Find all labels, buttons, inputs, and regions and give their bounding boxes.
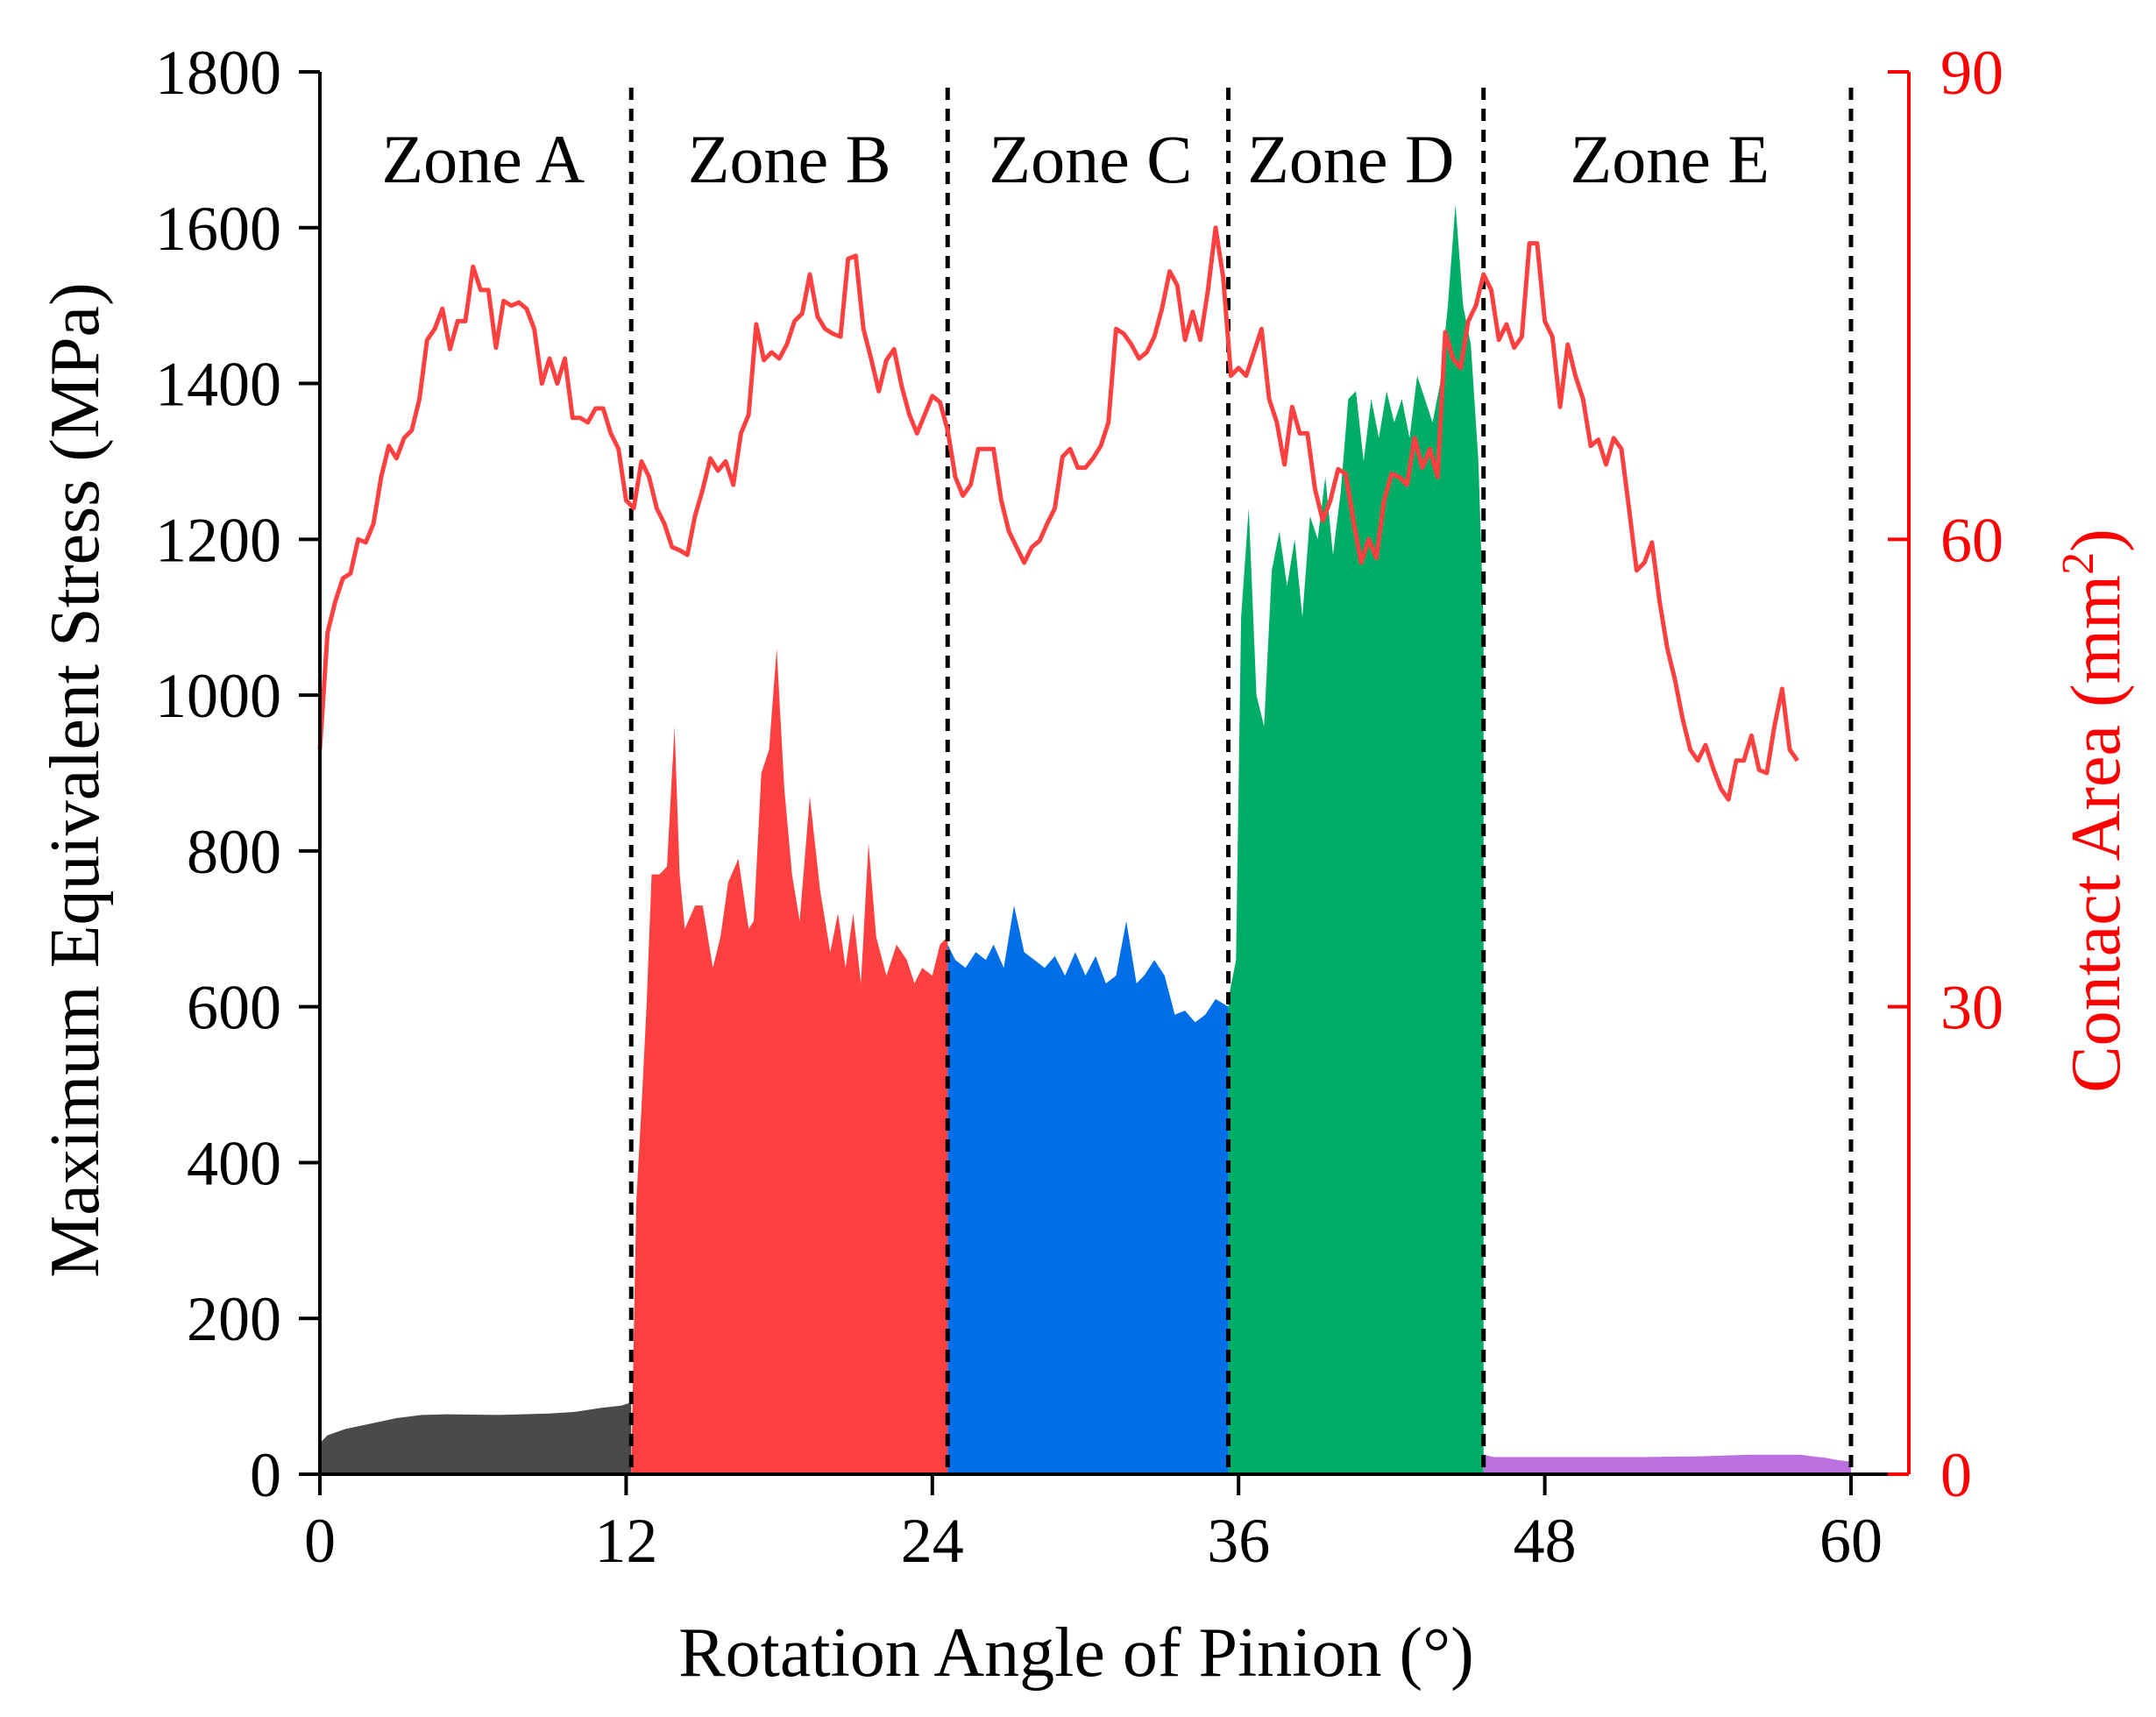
y2-axis-title-close: ) [2058, 529, 2135, 552]
y-tick-label: 600 [187, 973, 281, 1043]
x-tick-label: 0 [304, 1506, 336, 1576]
y-tick-label: 0 [250, 1440, 281, 1510]
x-axis-title: Rotation Angle of Pinion (°) [678, 1614, 1474, 1692]
x-tick-label: 48 [1514, 1506, 1577, 1576]
y-tick-label: 1800 [155, 38, 281, 108]
axes: 0 12 24 36 48 6002004006008001000120014001600… [155, 38, 2004, 1576]
stress-areas [320, 204, 1851, 1475]
stress-area-zone-a [320, 1402, 632, 1474]
y-tick-label: 1000 [155, 661, 281, 731]
y-tick-label: 1600 [155, 194, 281, 264]
x-tick-label: 24 [901, 1506, 964, 1576]
zone-label: Zone E [1571, 121, 1769, 197]
stress-area-zone-b [631, 648, 948, 1474]
y2-tick-label: 0 [1940, 1440, 1972, 1510]
y2-axis-title: Contact Area (mm2) [2053, 529, 2135, 1093]
x-tick-label: 36 [1207, 1506, 1270, 1576]
zone-label: Zone A [381, 121, 585, 197]
y2-axis-title-superscript: 2 [2053, 552, 2103, 575]
zone-label: Zone B [688, 121, 891, 197]
y2-tick-label: 30 [1940, 973, 2004, 1043]
y-tick-label: 1400 [155, 350, 281, 420]
y-tick-label: 200 [187, 1284, 281, 1354]
y-tick-label: 400 [187, 1128, 281, 1198]
x-tick-label: 60 [1819, 1506, 1883, 1576]
y-tick-label: 1200 [155, 505, 281, 575]
zone-label: Zone C [989, 121, 1192, 197]
contact-area-series [317, 225, 1799, 802]
y-axis-title: Maximum Equivalent Stress (MPa) [37, 282, 114, 1277]
contact-area-line [317, 225, 1799, 802]
y-tick-label: 800 [187, 817, 281, 887]
stress-area-zone-e [1483, 1454, 1851, 1474]
stress-area-zone-c [947, 905, 1229, 1474]
axis-labels: Rotation Angle of Pinion (°) Maximum Equ… [37, 282, 2135, 1692]
zone-dividers: Zone A Zone B Zone C Zone D Zone E [381, 88, 1854, 1474]
y2-axis-title-main: Contact Area (mm [2058, 575, 2135, 1093]
y2-tick-label: 60 [1940, 505, 2004, 575]
zone-label: Zone D [1247, 121, 1454, 197]
stress-area-zone-d [1228, 204, 1484, 1475]
y2-tick-label: 90 [1940, 38, 2004, 108]
x-tick-label: 12 [594, 1506, 657, 1576]
